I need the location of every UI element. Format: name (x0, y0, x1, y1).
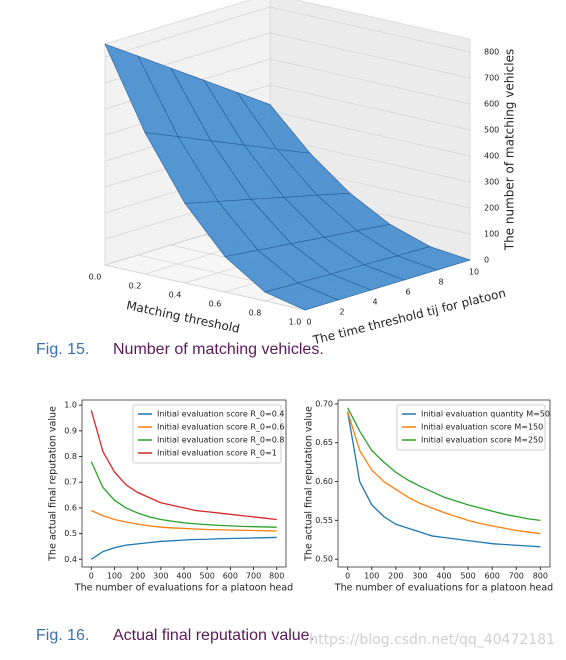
legend-label: Initial evaluation score M=250 (421, 436, 543, 445)
z-tick-label: 100 (484, 230, 499, 239)
z-tick-label: 0 (484, 256, 489, 265)
legend-label: Initial evaluation score R_0=0.8 (157, 436, 284, 445)
x-tick-label: 400 (176, 572, 191, 581)
x-axis-label: The number of evaluations for a platoon … (74, 583, 293, 594)
y-tick-label: 6 (405, 288, 410, 297)
grid-line (104, 6, 471, 58)
z-tick-label: 400 (484, 152, 499, 161)
surface-cell (264, 282, 339, 311)
y-tick-label: 0.7 (64, 478, 77, 487)
legend-box (132, 404, 282, 464)
caption-text: Actual final reputation value. (113, 627, 314, 644)
x-tick-label: 0.2 (129, 282, 142, 291)
y-axis-label: The actual final reputation value (48, 406, 59, 562)
x-tick-label: 700 (509, 572, 524, 581)
series-line (90, 461, 277, 528)
x-tick-label: 200 (388, 572, 403, 581)
x-tick-label: 0.4 (169, 291, 182, 300)
caption-text: Number of matching vehicles. (113, 341, 324, 358)
y-tick-label: 2 (339, 308, 344, 317)
y-axis-label: The actual final reputation value (304, 406, 315, 562)
x-tick-label: 0.8 (249, 309, 262, 318)
y-tick-label: 0.50 (315, 555, 333, 564)
x-tick-label: 1.0 (289, 318, 302, 327)
series-line (347, 411, 541, 535)
y-tick-label: 4 (372, 298, 377, 307)
z-tick-label: 500 (484, 126, 499, 135)
x-tick-label: 400 (436, 572, 451, 581)
legend-label: Initial evaluation score R_0=0.4 (157, 410, 284, 419)
x-tick-label: 800 (269, 572, 284, 581)
x-tick-label: 200 (130, 572, 145, 581)
series-line (90, 536, 277, 560)
series-line (91, 509, 277, 532)
caption-label: Fig. 15. (36, 341, 89, 358)
y-tick-label: 1.0 (64, 401, 77, 410)
series-line (346, 411, 541, 548)
y-tick-label: 8 (438, 278, 443, 287)
y-tick-label: 0.65 (315, 438, 333, 447)
x-tick-label: 0 (89, 572, 94, 581)
series-line (347, 407, 541, 522)
caption-label: Fig. 16. (36, 627, 89, 644)
z-tick-label: 800 (484, 48, 499, 57)
x-axis-label: The number of evaluations for a platoon … (334, 583, 553, 594)
legend-label: Initial evaluation score R_0=0.6 (157, 423, 284, 432)
x-axis-label: Matching threshold (125, 298, 241, 336)
x-tick-label: 500 (200, 572, 215, 581)
y-tick-label: 0.55 (315, 516, 333, 525)
legend-label: Initial evaluation score R_0=1 (157, 449, 277, 458)
x-tick-label: 700 (246, 572, 261, 581)
y-tick-label: 0.6 (64, 503, 77, 512)
y-tick-label: 0.5 (64, 529, 77, 538)
y-tick-label: 0.60 (315, 477, 333, 486)
x-tick-label: 0.0 (89, 273, 102, 282)
x-tick-label: 300 (153, 572, 168, 581)
x-tick-label: 0.6 (209, 300, 222, 309)
x-tick-label: 100 (107, 572, 122, 581)
y-tick-label: 10 (469, 268, 479, 277)
y-tick-label: 0.9 (64, 426, 77, 435)
z-tick-label: 200 (484, 204, 499, 213)
y-tick-label: 0 (306, 318, 311, 327)
watermark: https://blog.csdn.net/qq_40472181 (309, 632, 555, 648)
legend-box (396, 404, 546, 451)
x-tick-label: 0 (345, 572, 350, 581)
y-tick-label: 0.8 (64, 452, 77, 461)
x-tick-label: 800 (533, 572, 548, 581)
z-tick-label: 700 (484, 74, 499, 83)
y-tick-label: 0.4 (64, 555, 77, 564)
x-tick-label: 100 (364, 572, 379, 581)
grid-line (104, 264, 306, 311)
z-tick-label: 300 (484, 178, 499, 187)
z-axis-label: The number of matching vehicles (503, 49, 517, 251)
series-line (90, 410, 277, 521)
x-tick-label: 300 (412, 572, 427, 581)
legend-label: Initial evaluation score M=150 (421, 423, 543, 432)
x-tick-label: 500 (460, 572, 475, 581)
x-tick-label: 600 (223, 572, 238, 581)
z-tick-label: 600 (484, 100, 499, 109)
y-tick-label: 0.70 (315, 399, 333, 408)
x-tick-label: 600 (485, 572, 500, 581)
legend-label: Initial evaluation quantity M=50 (421, 410, 550, 419)
